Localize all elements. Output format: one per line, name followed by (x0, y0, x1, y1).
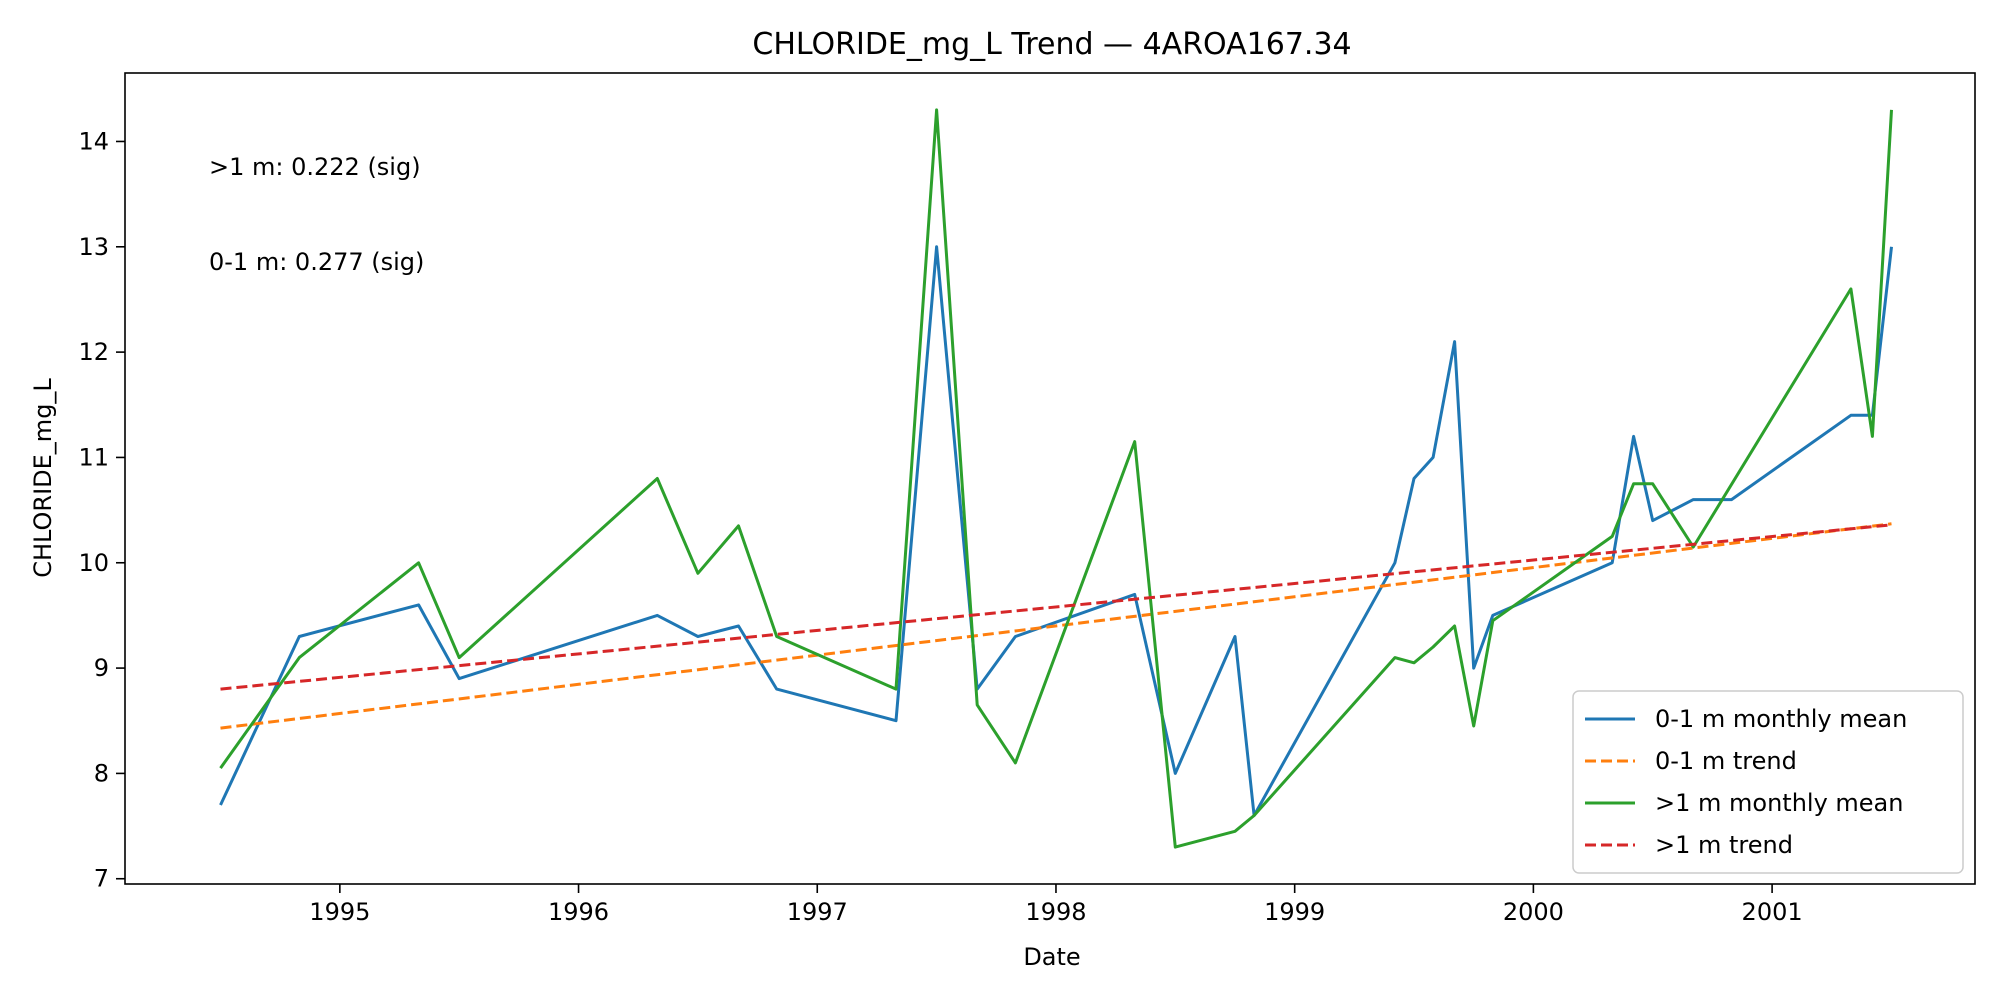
y-tick-label: 13 (78, 233, 109, 261)
annotation-gt1m-slope: >1 m: 0.222 (sig) (209, 153, 421, 181)
y-tick-label: 8 (94, 759, 109, 787)
series-line-0 (219, 245, 1893, 817)
annotation-0-1m-slope: 0-1 m: 0.277 (sig) (209, 248, 424, 276)
y-axis-label: CHLORIDE_mg_L (29, 378, 57, 578)
series-line-3 (220, 523, 1892, 691)
y-tick-label: 14 (78, 127, 109, 155)
y-tick-label: 7 (94, 865, 109, 893)
series-line-2 (219, 108, 1893, 849)
legend: 0-1 m monthly mean 0-1 m trend >1 m monthl… (1572, 690, 1964, 874)
chart-title: CHLORIDE_mg_L Trend — 4AROA167.34 (752, 27, 1351, 62)
plot-frame (124, 72, 1976, 885)
legend-label-2: >1 m monthly mean (1655, 789, 1903, 817)
x-tick-label: 1999 (1264, 898, 1325, 926)
legend-label-0: 0-1 m monthly mean (1655, 705, 1907, 733)
y-tick-label: 12 (78, 338, 109, 366)
x-tick-label: 1997 (787, 898, 848, 926)
x-tick-label: 2001 (1742, 898, 1803, 926)
legend-label-3: >1 m trend (1655, 831, 1793, 859)
x-tick-label: 1995 (309, 898, 370, 926)
x-tick-label: 1996 (548, 898, 609, 926)
legend-label-1: 0-1 m trend (1655, 747, 1797, 775)
y-tick-label: 9 (94, 654, 109, 682)
legend-box (1572, 690, 1964, 874)
x-tick-label: 1998 (1025, 898, 1086, 926)
y-tick-label: 10 (78, 549, 109, 577)
x-tick-label: 2000 (1503, 898, 1564, 926)
series-line-1 (220, 522, 1892, 730)
y-tick-label: 11 (78, 443, 109, 471)
x-axis-label: Date (1023, 943, 1080, 971)
